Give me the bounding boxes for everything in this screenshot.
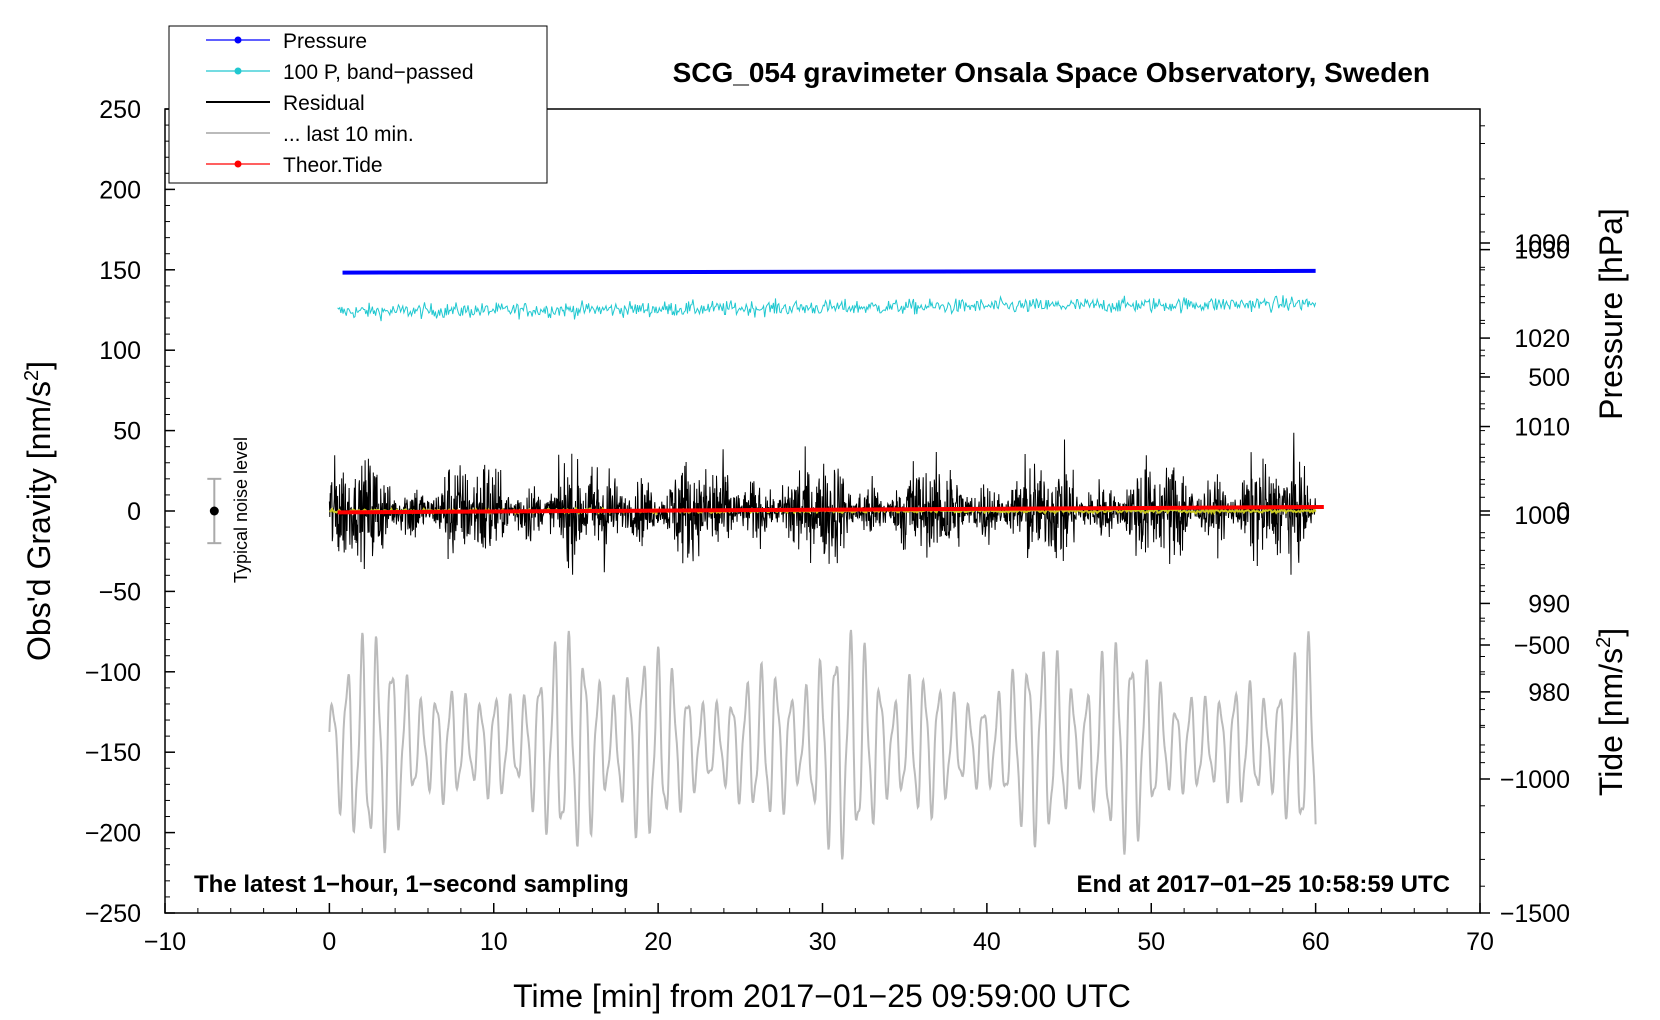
noise-level-indicator: [207, 477, 222, 545]
noise-level-dot: [209, 506, 219, 516]
annotation-right: End at 2017−01−25 10:58:59 UTC: [1076, 871, 1450, 898]
legend: Pressure 100 P, band−passed Residual ...…: [168, 25, 548, 184]
x-tick-label: 40: [973, 928, 1001, 956]
tide-tick-label: −1500: [1500, 900, 1570, 928]
legend-box: [168, 25, 548, 184]
residual-line: [328, 432, 1317, 575]
x-tick-label: 10: [480, 928, 508, 956]
y-label-tide-text: Tide [nm/s: [1593, 648, 1629, 796]
y-tick-label: −100: [85, 659, 141, 687]
y-tick-label: −250: [85, 900, 141, 928]
x-axis-label: Time [min] from 2017−01−25 09:59:00 UTC: [513, 978, 1131, 1014]
tide-tick-label: 1000: [1514, 230, 1570, 258]
pressure-tick-label: 1000: [1514, 502, 1570, 530]
x-tick-label: 20: [644, 928, 672, 956]
chart-title: SCG_054 gravimeter Onsala Space Observat…: [673, 57, 1430, 88]
x-tick-label: 0: [322, 928, 336, 956]
annotation-left: The latest 1−hour, 1−second sampling: [194, 871, 629, 898]
pressure-tick-label: 1010: [1514, 414, 1570, 442]
legend-marker-tide: [234, 160, 242, 168]
y-tick-label: −50: [99, 578, 141, 606]
tide-tick-label: 500: [1528, 364, 1570, 392]
y-tick-label: −200: [85, 820, 141, 848]
last-10-min-series: [328, 629, 1317, 860]
x-tick-label: −10: [144, 928, 186, 956]
y-label-tide-close: ]: [1593, 628, 1629, 637]
tide-tick-label: −1000: [1500, 766, 1570, 794]
y-tick-label: 0: [127, 498, 141, 526]
tide-tick-label: −500: [1514, 632, 1570, 660]
legend-label-last10: ... last 10 min.: [283, 123, 414, 146]
y-tick-label: 100: [99, 337, 141, 365]
y-axis-label-pressure: Pressure [hPa]: [1593, 208, 1629, 420]
y-axis-label-left: Obs'd Gravity [nm/s2]: [21, 361, 57, 661]
pressure-tick-label: 1030: [1514, 237, 1570, 265]
y-tick-label: 150: [99, 257, 141, 285]
x-tick-label: 70: [1466, 928, 1494, 956]
y-tick-label: 250: [99, 96, 141, 124]
y-tick-label: 50: [113, 418, 141, 446]
pressure-tick-label: 990: [1528, 590, 1570, 618]
y-tick-label: −150: [85, 739, 141, 767]
legend-label-residual: Residual: [283, 92, 365, 115]
y-axis-label-tide: Tide [nm/s2]: [1593, 628, 1629, 796]
y-label-left-text: Obs'd Gravity [nm/s: [21, 381, 57, 661]
axis-ticks: −10 0 10 20 30 40 50 60 70250200150100500−50−100…: [85, 96, 1570, 956]
pressure-and-tide-series: [337, 268, 1324, 515]
legend-marker-bandpassed: [234, 67, 242, 75]
x-tick-label: 30: [809, 928, 837, 956]
y-label-tide-sup: 2: [1593, 637, 1615, 648]
pressure-tick-label: 1020: [1514, 325, 1570, 353]
legend-label-bandpassed: 100 P, band−passed: [283, 61, 474, 84]
x-tick-label: 50: [1137, 928, 1165, 956]
legend-label-tide: Theor.Tide: [283, 154, 383, 177]
pressure-bandpassed-series: [337, 295, 1317, 322]
x-tick-label: 60: [1302, 928, 1330, 956]
pressure-bandpassed-line: [337, 295, 1317, 322]
y-tick-label: 200: [99, 176, 141, 204]
theoretical-tide-line: [337, 504, 1324, 515]
legend-marker-pressure: [234, 36, 242, 44]
last-10-min-line: [328, 629, 1317, 860]
y-label-left-sup: 2: [21, 370, 43, 381]
tide-tick-label: 0: [1556, 498, 1570, 526]
pressure-line: [342, 268, 1316, 275]
legend-label-pressure: Pressure: [283, 30, 367, 53]
residual-series: [328, 432, 1317, 575]
noise-level-label: Typical noise level: [231, 437, 251, 583]
pressure-tick-label: 980: [1528, 679, 1570, 707]
y-label-left-close: ]: [21, 361, 57, 370]
